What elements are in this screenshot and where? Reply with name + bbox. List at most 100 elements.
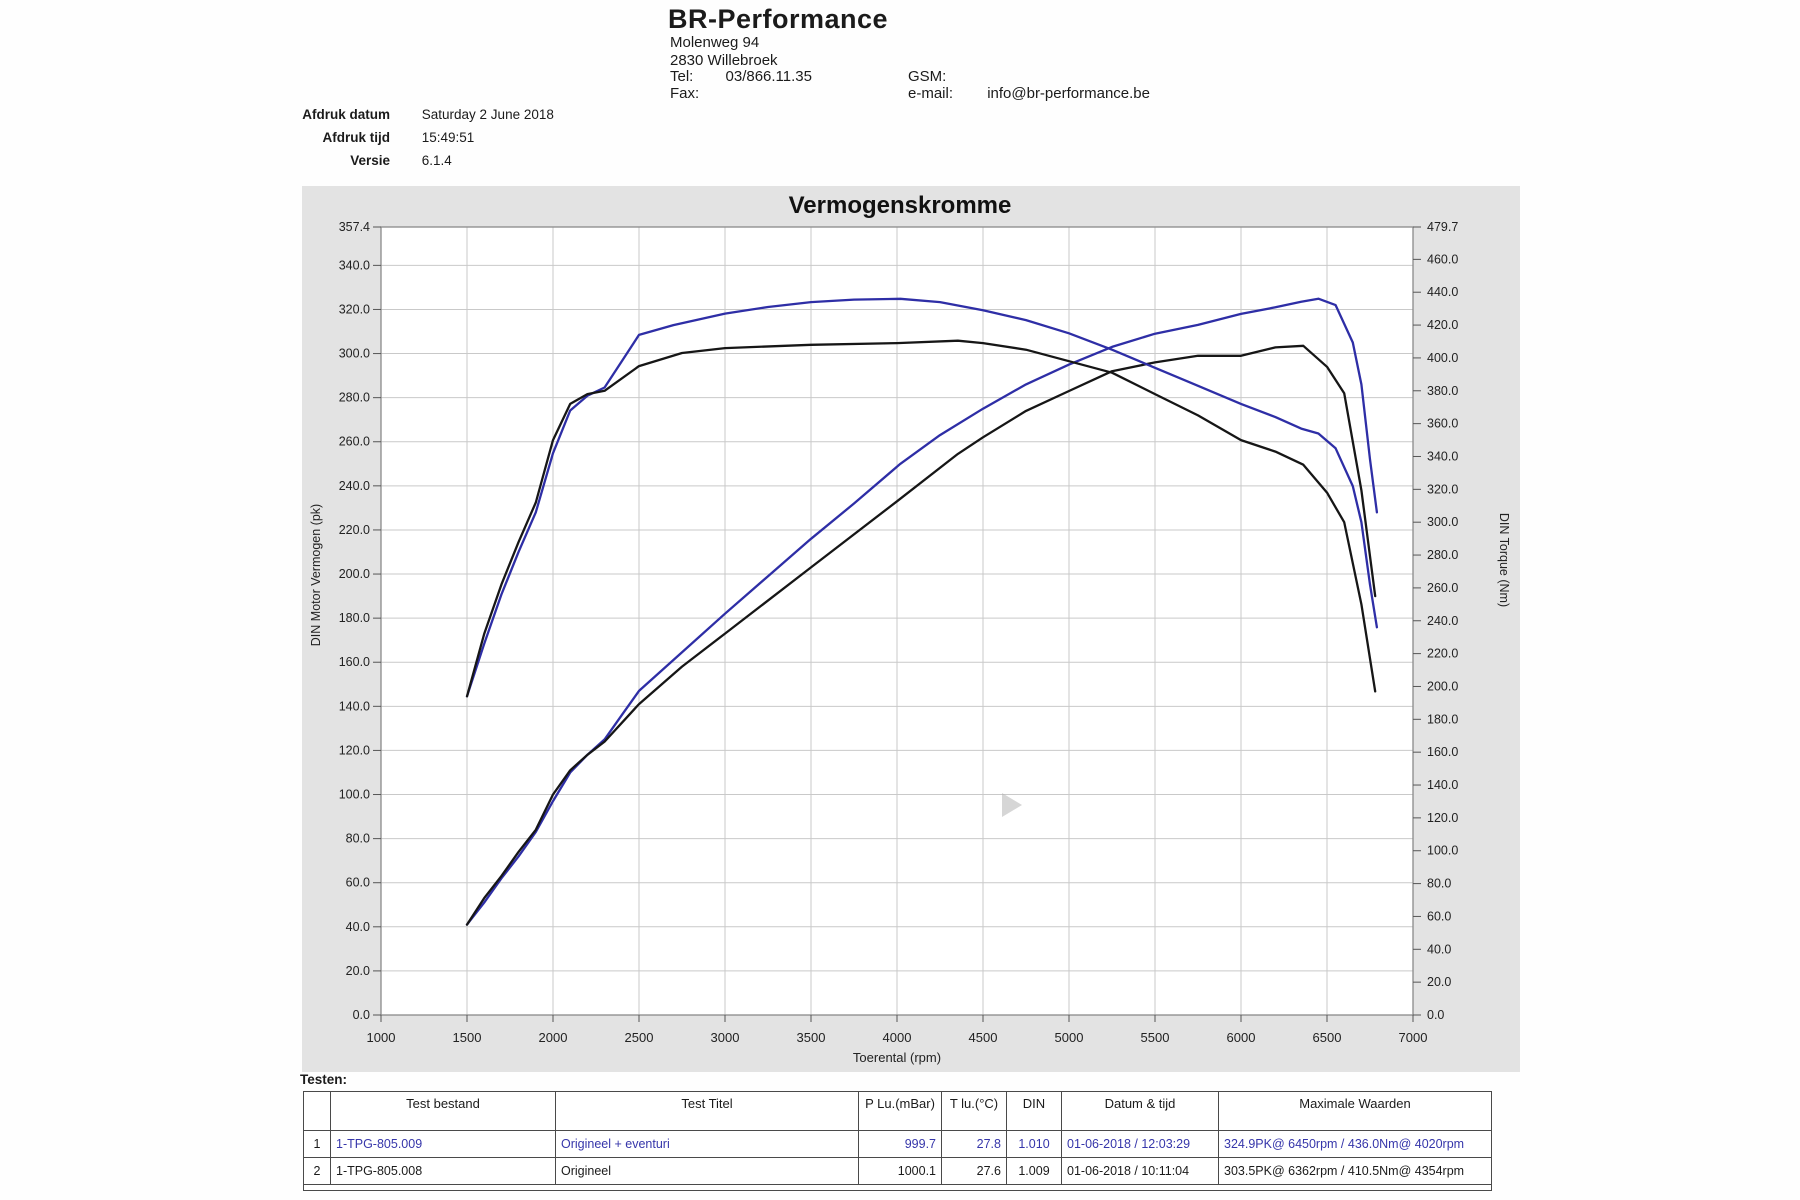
right-tick-label: 360.0: [1427, 417, 1458, 431]
tel-value: 03/866.11.35: [725, 68, 812, 85]
left-axis-title: DIN Motor Vermogen (pk): [309, 504, 323, 646]
col-header-num: [303, 1091, 331, 1131]
x-tick-label: 5500: [1141, 1030, 1170, 1045]
print-date-value: Saturday 2 June 2018: [421, 107, 554, 122]
right-tick-label: 60.0: [1427, 909, 1451, 923]
table-cell: 1.009: [1006, 1157, 1062, 1185]
left-tick-label: 100.0: [339, 788, 370, 802]
x-tick-label: 6000: [1227, 1030, 1256, 1045]
right-tick-label: 20.0: [1427, 975, 1451, 989]
table-cell: 01-06-2018 / 12:03:29: [1061, 1130, 1219, 1158]
right-tick-label: 180.0: [1427, 712, 1458, 726]
left-tick-label: 357.4: [339, 220, 370, 234]
table-cell: 999.7: [858, 1130, 942, 1158]
table-cell: 01-06-2018 / 10:11:04: [1061, 1157, 1219, 1185]
col-header-Test Titel: Test Titel: [555, 1091, 859, 1131]
phone-row: Tel: 03/866.11.35: [670, 68, 812, 86]
table-row: 1 1-TPG-805.009 Origineel + eventuri 999.7 2…: [303, 1130, 1492, 1158]
left-tick-label: 180.0: [339, 611, 370, 625]
table-bottom-strip: [303, 1184, 1492, 1191]
left-tick-label: 80.0: [346, 832, 370, 846]
table-header-row: Test bestand Test Titel P Lu.(mBar) T lu.(°…: [303, 1091, 1492, 1131]
power-curve-chart: 357.4 340.0 320.0 300.0 280.0 260.0 240.0 220.0…: [302, 186, 1520, 1072]
curve-origineel-koppel-nm-: [465, 339, 1377, 698]
right-tick-label: 240.0: [1427, 614, 1458, 628]
x-tick-label: 4500: [969, 1030, 998, 1045]
right-tick-label: 460.0: [1427, 252, 1458, 266]
print-date-label: Afdruk datum: [302, 107, 390, 122]
table-cell: 2: [303, 1157, 331, 1185]
table-cell: 1-TPG-805.009: [330, 1130, 556, 1158]
left-tick-label: 0.0: [353, 1008, 370, 1022]
testen-label: Testen:: [300, 1072, 348, 1087]
right-tick-label: 120.0: [1427, 811, 1458, 825]
col-header-P Lu.(mBar): P Lu.(mBar): [858, 1091, 942, 1131]
fax-label: Fax:: [670, 85, 700, 102]
right-tick-label: 479.7: [1427, 220, 1458, 234]
x-tick-label: 6500: [1313, 1030, 1342, 1045]
left-tick-label: 160.0: [339, 655, 370, 669]
table-cell: 1.010: [1006, 1130, 1062, 1158]
left-tick-label: 300.0: [339, 347, 370, 361]
version-value: 6.1.4: [421, 153, 452, 168]
table-cell: 324.9PK@ 6450rpm / 436.0Nm@ 4020rpm: [1218, 1130, 1492, 1158]
left-tick-label: 280.0: [339, 391, 370, 405]
right-tick-label: 40.0: [1427, 942, 1451, 956]
right-axis-title: DIN Torque (Nm): [1497, 513, 1511, 607]
table-cell: 1: [303, 1130, 331, 1158]
right-tick-label: 160.0: [1427, 745, 1458, 759]
x-tick-label: 1500: [453, 1030, 482, 1045]
right-tick-label: 100.0: [1427, 844, 1458, 858]
right-tick-label: 380.0: [1427, 384, 1458, 398]
left-tick-label: 260.0: [339, 435, 370, 449]
email-value: info@br-performance.be: [987, 85, 1150, 102]
company-address-city: 2830 Willebroek: [670, 52, 778, 69]
col-header-Test bestand: Test bestand: [330, 1091, 556, 1131]
x-tick-label: 7000: [1399, 1030, 1428, 1045]
curve-origineel-vermogen-pk-: [465, 344, 1377, 926]
print-time-label: Afdruk tijd: [322, 130, 391, 145]
right-tick-label: 420.0: [1427, 318, 1458, 332]
col-header-DIN: DIN: [1006, 1091, 1062, 1131]
x-axis-title: Toerental (rpm): [853, 1050, 941, 1065]
table-cell: 303.5PK@ 6362rpm / 410.5Nm@ 4354rpm: [1218, 1157, 1492, 1185]
right-tick-label: 220.0: [1427, 647, 1458, 661]
curve-origineel-eventuri-vermogen-pk-: [465, 297, 1379, 926]
left-tick-label: 320.0: [339, 302, 370, 316]
watermark-arrow-icon: [1002, 793, 1022, 817]
right-tick-label: 400.0: [1427, 351, 1458, 365]
table-cell: 27.6: [941, 1157, 1007, 1185]
left-tick-label: 20.0: [346, 964, 370, 978]
tel-label: Tel:: [670, 68, 694, 85]
table-body: 1 1-TPG-805.009 Origineel + eventuri 999.7 2…: [303, 1130, 1492, 1191]
left-tick-label: 120.0: [339, 743, 370, 757]
table-cell: 27.8: [941, 1130, 1007, 1158]
email-label: e-mail:: [908, 85, 954, 102]
version-row: Versie 6.1.4: [240, 153, 452, 168]
left-tick-label: 340.0: [339, 258, 370, 272]
right-tick-label: 340.0: [1427, 449, 1458, 463]
left-tick-label: 140.0: [339, 699, 370, 713]
table-row: 2 1-TPG-805.008 Origineel 1000.1 27.6 1.009 01…: [303, 1157, 1492, 1185]
company-address-street: Molenweg 94: [670, 34, 760, 51]
print-date-row: Afdruk datum Saturday 2 June 2018: [240, 107, 554, 122]
curve-origineel-eventuri-koppel-nm-: [465, 297, 1379, 698]
x-tick-label: 2000: [539, 1030, 568, 1045]
gsm-label: GSM:: [908, 68, 947, 85]
right-tick-label: 0.0: [1427, 1008, 1444, 1022]
email-row: e-mail: info@br-performance.be: [908, 85, 1150, 103]
right-tick-label: 200.0: [1427, 679, 1458, 693]
print-time-value: 15:49:51: [421, 130, 475, 145]
left-tick-label: 240.0: [339, 479, 370, 493]
right-tick-label: 140.0: [1427, 778, 1458, 792]
x-tick-label: 1000: [367, 1030, 396, 1045]
right-tick-label: 80.0: [1427, 877, 1451, 891]
x-tick-label: 5000: [1055, 1030, 1084, 1045]
left-tick-label: 40.0: [346, 920, 370, 934]
x-tick-label: 3500: [797, 1030, 826, 1045]
left-tick-label: 220.0: [339, 523, 370, 537]
table-cell: Origineel + eventuri: [555, 1130, 859, 1158]
x-tick-label: 2500: [625, 1030, 654, 1045]
left-tick-label: 60.0: [346, 876, 370, 890]
